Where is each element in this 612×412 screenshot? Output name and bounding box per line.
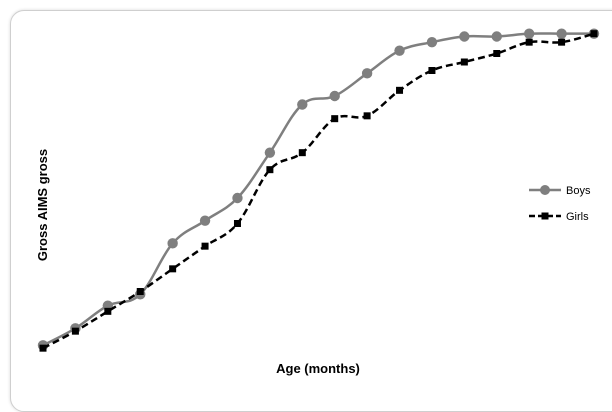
data-point-boys — [491, 31, 502, 42]
data-point-boys — [232, 192, 243, 204]
data-point-girls — [298, 149, 306, 157]
legend-marker-girls — [541, 212, 549, 220]
data-point-girls — [233, 220, 241, 227]
series-line-boys — [42, 32, 594, 347]
chart-frame — [10, 10, 612, 412]
data-point-girls — [493, 50, 501, 57]
series-layer — [37, 28, 600, 352]
data-point-girls — [39, 344, 47, 352]
data-point-girls — [525, 38, 533, 46]
legend-marker-boys — [540, 185, 550, 195]
data-point-girls — [590, 30, 598, 38]
legend-label-girls: Girls — [566, 211, 589, 223]
data-point-boys — [426, 36, 438, 48]
data-point-girls — [169, 265, 177, 273]
data-point-boys — [329, 90, 340, 102]
data-point-girls — [71, 327, 79, 335]
data-point-boys — [264, 147, 276, 158]
data-point-girls — [428, 67, 436, 74]
line-chart: Gross AIMS gross Age (months) Boys Girls — [35, 28, 600, 376]
data-point-boys — [199, 215, 211, 226]
data-point-girls — [331, 115, 339, 123]
data-point-boys — [556, 28, 567, 39]
x-axis-label: Age (months) — [276, 361, 360, 376]
data-point-girls — [363, 112, 371, 120]
data-point-girls — [266, 166, 274, 174]
data-point-boys — [297, 99, 308, 110]
data-point-boys — [361, 68, 373, 79]
data-point-boys — [459, 31, 470, 42]
data-point-boys — [167, 238, 178, 249]
y-axis-label: Gross AIMS gross — [35, 149, 50, 261]
legend-label-boys: Boys — [566, 185, 591, 197]
data-point-boys — [523, 28, 535, 39]
data-point-girls — [558, 38, 566, 46]
data-point-girls — [460, 58, 468, 66]
data-point-boys — [394, 45, 405, 56]
data-point-girls — [104, 307, 112, 315]
data-point-girls — [201, 242, 209, 250]
data-point-girls — [396, 86, 404, 94]
legend: Boys Girls — [529, 185, 591, 223]
data-point-girls — [136, 288, 144, 295]
